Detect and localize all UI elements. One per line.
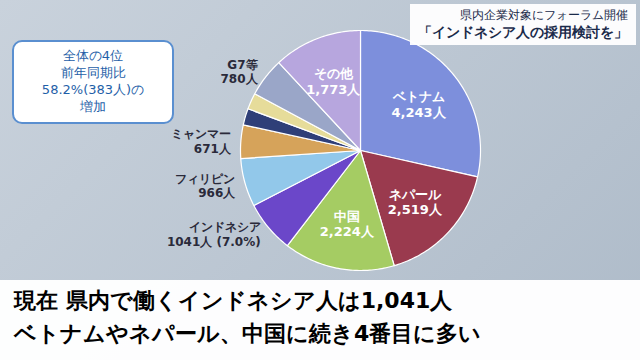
svg-text:その他1,773人: その他1,773人 (306, 66, 361, 97)
html-text:全体の4位 前年同期比 58.2%(383人)の 増加: 全体の4位 前年同期比 58.2%(383人)の 増加 (41, 48, 145, 114)
html-text:県内企業対象にフォーラム開催: 県内企業対象にフォーラム開催 (460, 8, 628, 22)
svg-text:インドネシア1041人 (7.0%): インドネシア1041人 (7.0%) (167, 220, 261, 248)
html-text:「インドネシア人の採用検討を」: 「インドネシア人の採用検討を」 (418, 24, 628, 40)
svg-text:G7等780人: G7等780人 (220, 58, 258, 86)
svg-text:フィリピン966人: フィリピン966人 (175, 172, 236, 200)
svg-text:ベトナム4,243人: ベトナム4,243人 (392, 89, 447, 120)
html-text:現在 県内で働くインドネシア人は1,041人: 現在 県内で働くインドネシア人は1,041人 (14, 288, 453, 313)
svg-text:ミャンマー671人: ミャンマー671人 (171, 127, 232, 155)
html-text:ベトナムやネパール、中国に続き4番目に多い: ベトナムやネパール、中国に続き4番目に多い (14, 321, 482, 346)
svg-text:中国2,224人: 中国2,224人 (320, 209, 375, 240)
svg-text:ネパール2,519人: ネパール2,519人 (388, 187, 443, 218)
